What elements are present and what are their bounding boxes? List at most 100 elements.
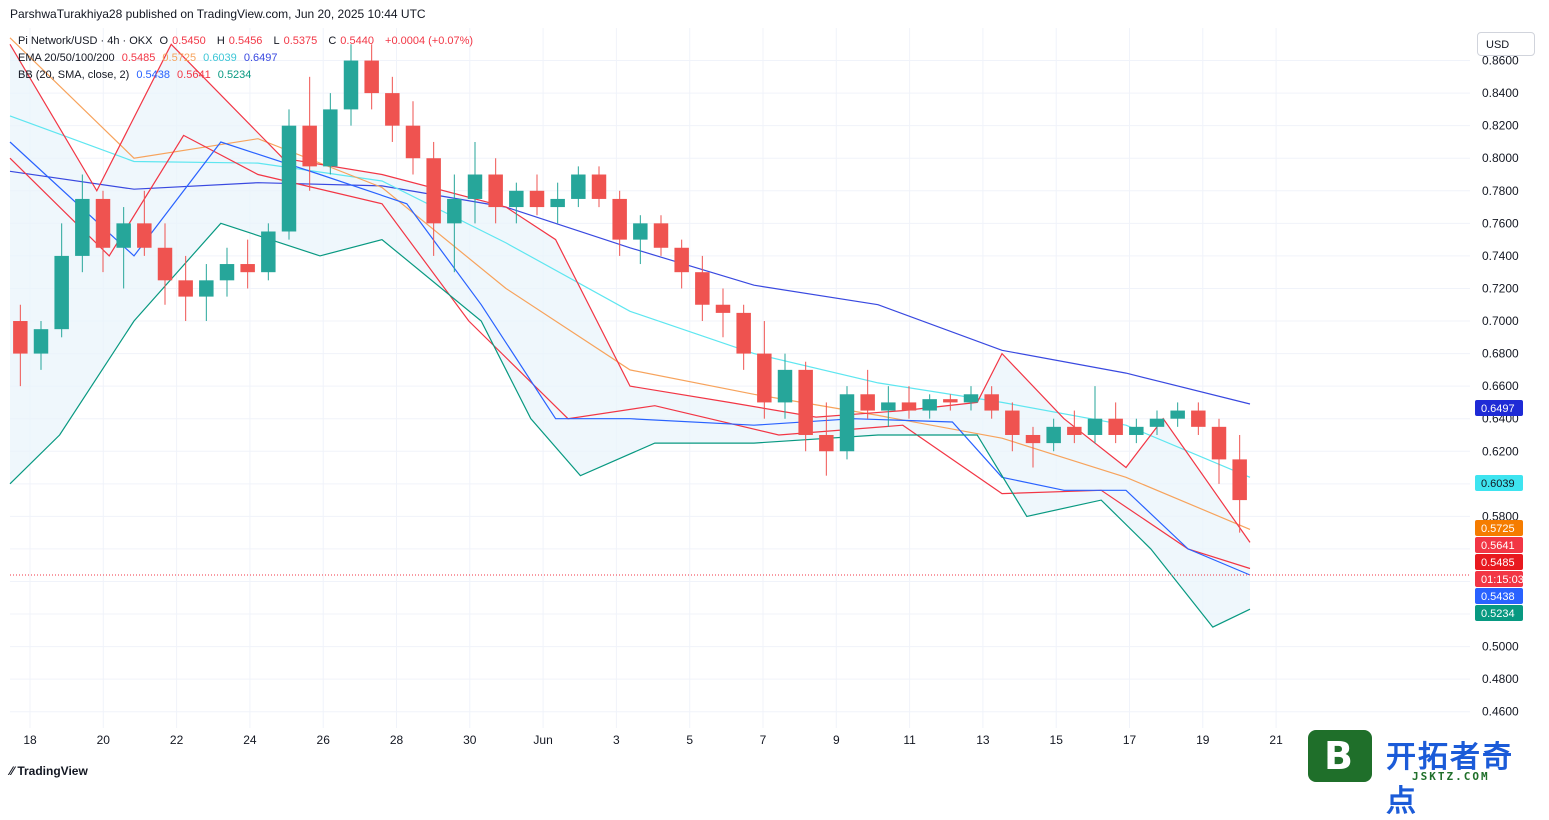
candle-body [75, 198, 90, 256]
candle-body [54, 255, 69, 330]
x-tick-label: 17 [1123, 733, 1137, 747]
candle-body [901, 402, 917, 411]
ema200-line [9, 170, 1251, 405]
price-tag-bb_mid [1475, 588, 1523, 604]
candle-body [33, 329, 49, 354]
candle-body [95, 198, 111, 248]
candle-body [943, 399, 958, 403]
symbol-legend[interactable]: Pi Network/USD · 4h · OKX O 0.5450 H 0.545… [18, 35, 477, 47]
watermark-icon: B [1308, 730, 1372, 782]
price-tag-label: 0.5641 [1481, 540, 1515, 552]
candle-body [881, 402, 896, 411]
candle-body [219, 264, 235, 281]
candle-body [1129, 426, 1144, 435]
y-tick-label: 0.6800 [1482, 347, 1519, 361]
candle-body [819, 434, 834, 452]
price-tag-label: 0.5234 [1481, 608, 1515, 620]
price-tag-countdown [1475, 571, 1523, 587]
x-tick-label: 20 [97, 733, 111, 747]
x-tick-label: 9 [833, 733, 840, 747]
candle-body [199, 280, 214, 297]
symbol-name: Pi Network/USD · 4h · OKX [18, 35, 153, 47]
ema200-value: 0.6497 [243, 52, 278, 64]
x-tick-label: 26 [317, 733, 331, 747]
tradingview-logo[interactable]: ⁄⁄ TradingView [10, 764, 88, 778]
candle-body [1232, 459, 1247, 501]
y-tick-label: 0.5000 [1482, 640, 1519, 654]
price-tag-label: 0.5438 [1481, 591, 1515, 603]
candle-body [550, 198, 565, 208]
open-value: O 0.5450 [159, 35, 206, 47]
candle-body [1191, 410, 1206, 427]
candle-body [281, 125, 297, 232]
ema50-line [9, 37, 1251, 530]
x-tick-label: 11 [903, 733, 916, 747]
candle-body [1108, 418, 1123, 435]
x-tick-label: 5 [686, 733, 693, 747]
candle-body [715, 304, 731, 313]
candle-body [839, 394, 855, 452]
ema20-value: 0.5485 [121, 52, 156, 64]
currency-selector[interactable]: USD [1477, 32, 1535, 56]
y-tick-label: 0.7400 [1482, 249, 1519, 263]
candle-body [1211, 426, 1227, 460]
price-chart[interactable]: 0.8600 0.8400 0.8200 0.8000 0.7800 0.7600 0.74… [0, 0, 1549, 789]
y-tick-label: 0.8000 [1482, 151, 1519, 165]
bb-upper-value: 0.5641 [177, 69, 211, 81]
y-tick-label: 0.7000 [1482, 314, 1519, 328]
candle-body [178, 280, 193, 297]
y-tick-label: 0.8600 [1482, 54, 1519, 68]
y-tick-label: 0.4600 [1482, 705, 1519, 719]
candle-body [1170, 410, 1185, 419]
bb-mid-line [9, 141, 1251, 576]
candle-body [1067, 426, 1082, 435]
y-tick-label: 0.7800 [1482, 184, 1519, 198]
bb-lower-line [9, 222, 1251, 628]
candle-body [1025, 434, 1041, 444]
x-tick-label: 13 [976, 733, 990, 747]
price-tag-label: 0.5485 [1481, 557, 1515, 569]
price-tags: 0.6497 0.6039 0.5725 0.5641 0.5485 01:15:03 0.… [1475, 400, 1524, 621]
candle-body [426, 158, 441, 224]
bb-upper-line [9, 43, 1251, 543]
ema-label: EMA 20/50/100/200 [18, 52, 115, 64]
y-tick-label: 0.5800 [1482, 509, 1519, 523]
candle-body [364, 60, 379, 94]
candle-body [1046, 426, 1061, 444]
candle-body [777, 369, 793, 403]
ema100-line [9, 115, 1251, 478]
candle-body [798, 369, 813, 435]
candlesticks [13, 44, 1247, 533]
candle-body [13, 321, 28, 354]
watermark: B 开拓者奇点 JSKTZ.COM [1308, 730, 1538, 819]
x-tick-label: 19 [1196, 733, 1210, 747]
price-axis: 0.8600 0.8400 0.8200 0.8000 0.7800 0.7600 0.74… [1482, 54, 1519, 719]
y-tick-label: 0.7600 [1482, 216, 1519, 230]
bb-fill-area [10, 44, 1250, 628]
bb-lower-value: 0.5234 [217, 69, 252, 81]
candle-body [385, 93, 400, 126]
candle-body [633, 223, 648, 240]
bb-legend[interactable]: BB (20, SMA, close, 2) 0.5438 0.5641 0.5… [18, 69, 255, 81]
price-tag-ema50 [1475, 520, 1523, 536]
price-tag-bb_lower [1475, 605, 1523, 621]
price-tag-ema20 [1475, 554, 1523, 570]
candle-body [674, 247, 689, 273]
bb-mid-value: 0.5438 [136, 69, 170, 81]
x-tick-label: 3 [613, 733, 620, 747]
candle-body [116, 223, 131, 248]
x-tick-label: 24 [243, 733, 257, 747]
y-tick-label: 0.8400 [1482, 86, 1519, 100]
price-tag-ema100 [1475, 475, 1523, 491]
price-tag-label: 01:15:03 [1481, 574, 1524, 586]
candle-body [240, 264, 255, 273]
candle-body [343, 60, 359, 110]
x-tick-label: Jun [533, 733, 552, 747]
publish-attribution: ParshwaTurakhiya28 published on TradingV… [10, 7, 426, 21]
candle-body [736, 312, 751, 354]
y-tick-label: 0.7200 [1482, 281, 1519, 295]
ema100-value: 0.6039 [203, 52, 237, 64]
x-tick-label: 21 [1269, 733, 1283, 747]
candle-body [695, 272, 710, 305]
ema-legend[interactable]: EMA 20/50/100/200 0.5485 0.5725 0.6039 0… [18, 52, 282, 64]
